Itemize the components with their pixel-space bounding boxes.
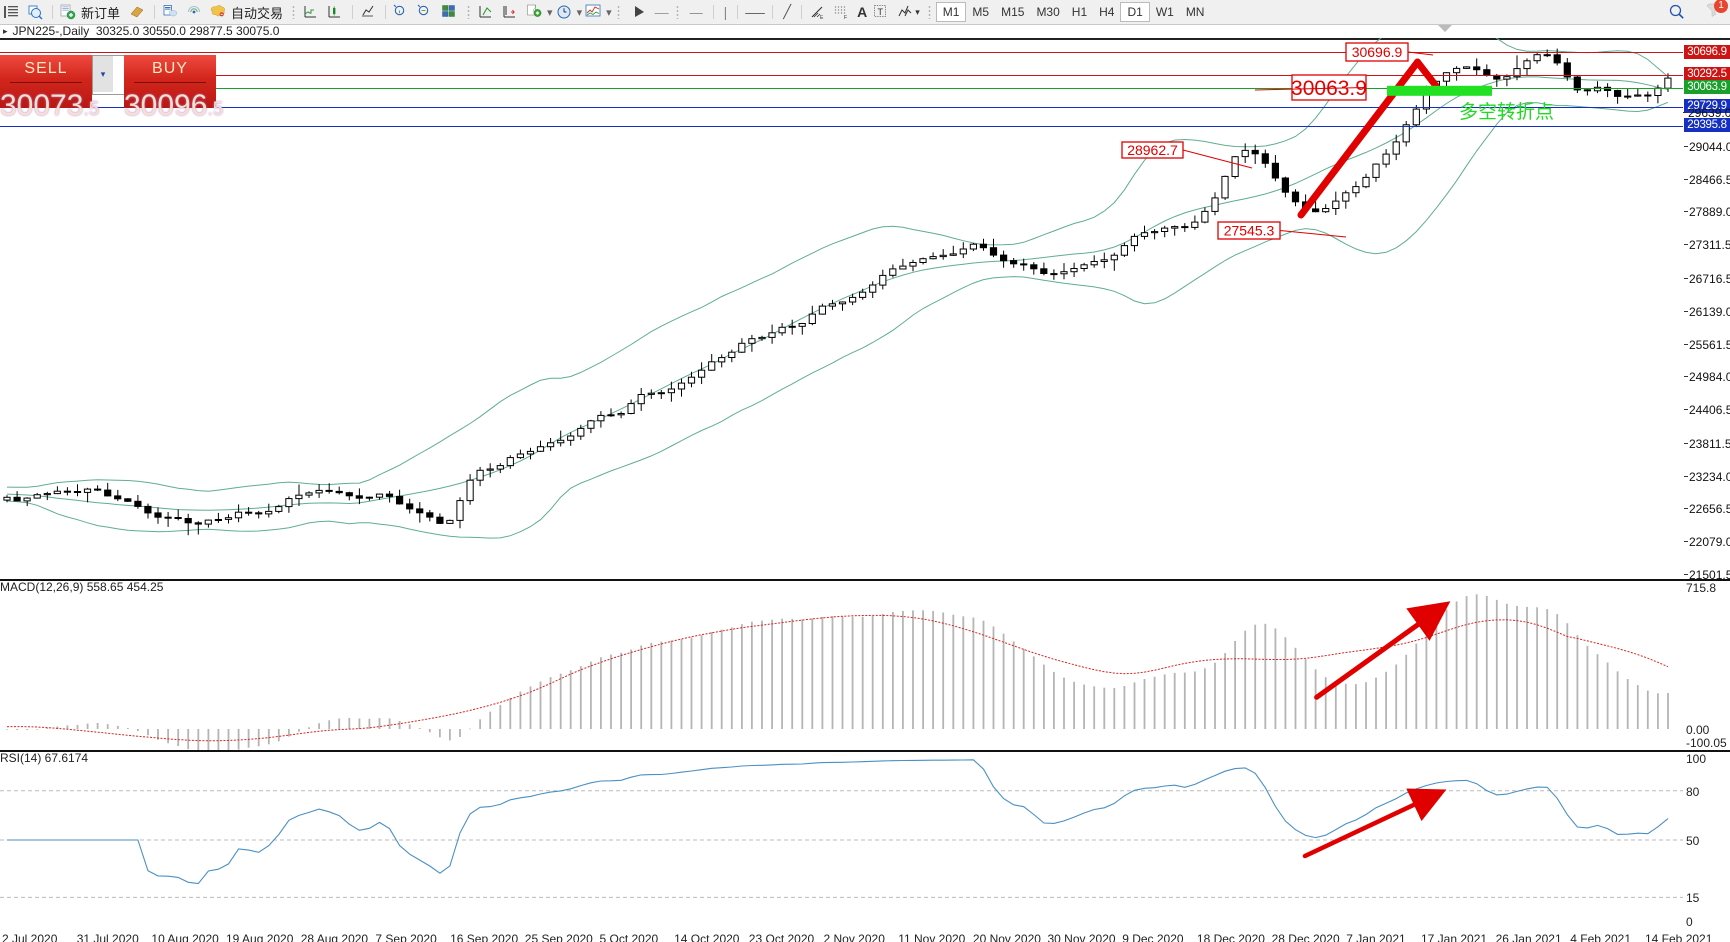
svg-text:27545.3: 27545.3 xyxy=(1224,223,1275,239)
svg-text:F: F xyxy=(844,15,847,20)
svg-text:T: T xyxy=(878,7,884,17)
svg-text:28962.7: 28962.7 xyxy=(1127,142,1178,158)
svg-text:多空转折点: 多空转折点 xyxy=(1459,101,1554,123)
svg-text:E: E xyxy=(820,15,824,20)
svg-text:30696.9: 30696.9 xyxy=(1352,44,1403,60)
